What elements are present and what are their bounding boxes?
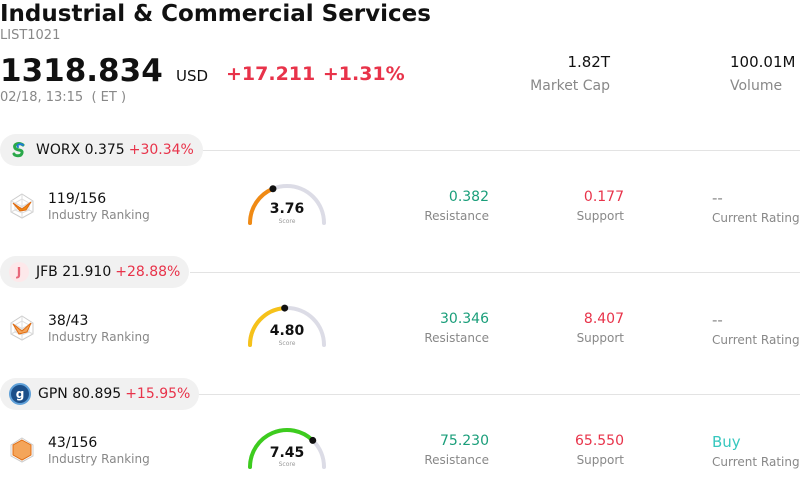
sector-price: 1318.834 — [0, 53, 163, 89]
score-gauge-fill — [248, 306, 287, 347]
current-rating-label: Current Rating — [712, 455, 800, 469]
volume-label: Volume — [730, 78, 783, 94]
volume-value: 100.01M — [730, 53, 796, 71]
current-rating-value: -- — [712, 189, 723, 207]
section-divider — [190, 394, 800, 395]
current-rating-value: Buy — [712, 433, 741, 451]
jfb-logo-icon: J — [9, 262, 29, 282]
support-value: 0.177 — [583, 189, 624, 205]
support-value: 65.550 — [575, 433, 624, 449]
score-value: 4.80 — [269, 323, 305, 339]
support-value: 8.407 — [583, 311, 624, 327]
stock-symbol-price: JFB 21.910 — [36, 264, 112, 280]
worx-logo-icon — [9, 140, 29, 160]
support-label: Support — [576, 331, 624, 345]
section-divider — [190, 272, 800, 273]
sector-title: Industrial & Commercial Services — [0, 1, 431, 27]
industry-ranking-value: 43/156 — [48, 435, 98, 451]
industry-ranking-value: 119/156 — [48, 191, 107, 207]
industry-ranking-label: Industry Ranking — [48, 452, 150, 466]
support-label: Support — [576, 209, 624, 223]
score-gauge — [248, 304, 326, 347]
radar-chart-icon — [10, 193, 34, 219]
stock-symbol-price: WORX 0.375 — [36, 142, 125, 158]
stock-percent-change: +30.34% — [128, 142, 194, 158]
currency-label: USD — [176, 67, 209, 85]
current-rating-label: Current Rating — [712, 333, 800, 347]
stock-symbol-price: GPN 80.895 — [38, 386, 122, 402]
timestamp: 02/18, 13:15 ( ET ) — [0, 90, 127, 105]
current-rating-value: -- — [712, 311, 723, 329]
support-label: Support — [576, 453, 624, 467]
score-value: 7.45 — [269, 445, 305, 461]
score-value: 3.76 — [269, 201, 305, 217]
score-gauge — [248, 184, 326, 225]
score-gauge-marker — [269, 185, 277, 193]
stock-percent-change: +28.88% — [115, 264, 181, 280]
gpn-logo-icon: g — [9, 383, 31, 405]
resistance-label: Resistance — [424, 209, 489, 223]
section-divider — [190, 150, 800, 151]
stock-pill-jfb[interactable]: J JFB 21.910 +28.88% — [0, 256, 190, 288]
price-change: +17.211 +1.31% — [226, 63, 405, 85]
current-rating-label: Current Rating — [712, 211, 800, 225]
industry-ranking-label: Industry Ranking — [48, 208, 150, 222]
resistance-value: 30.346 — [440, 311, 489, 327]
radar-chart-icon — [10, 437, 34, 463]
resistance-value: 0.382 — [448, 189, 489, 205]
stock-pill-worx[interactable]: WORX 0.375 +30.34% — [0, 134, 203, 166]
resistance-label: Resistance — [424, 453, 489, 467]
score-label: Score — [278, 461, 296, 468]
score-gauge-marker — [309, 436, 317, 444]
score-label: Score — [278, 218, 296, 225]
radar-chart-icon — [10, 315, 34, 341]
stock-pill-gpn[interactable]: g GPN 80.895 +15.95% — [0, 378, 200, 410]
score-gauge — [248, 428, 326, 469]
score-gauge-fill — [248, 428, 315, 469]
score-gauge-marker — [281, 304, 289, 312]
resistance-label: Resistance — [424, 331, 489, 345]
score-gauge-fill — [248, 186, 275, 225]
sector-code: LIST1021 — [0, 28, 61, 43]
market-cap-label: Market Cap — [530, 78, 610, 94]
market-cap-value: 1.82T — [567, 53, 610, 71]
stock-percent-change: +15.95% — [125, 386, 191, 402]
score-label: Score — [278, 340, 296, 347]
resistance-value: 75.230 — [440, 433, 489, 449]
industry-ranking-label: Industry Ranking — [48, 330, 150, 344]
industry-ranking-value: 38/43 — [48, 313, 89, 329]
